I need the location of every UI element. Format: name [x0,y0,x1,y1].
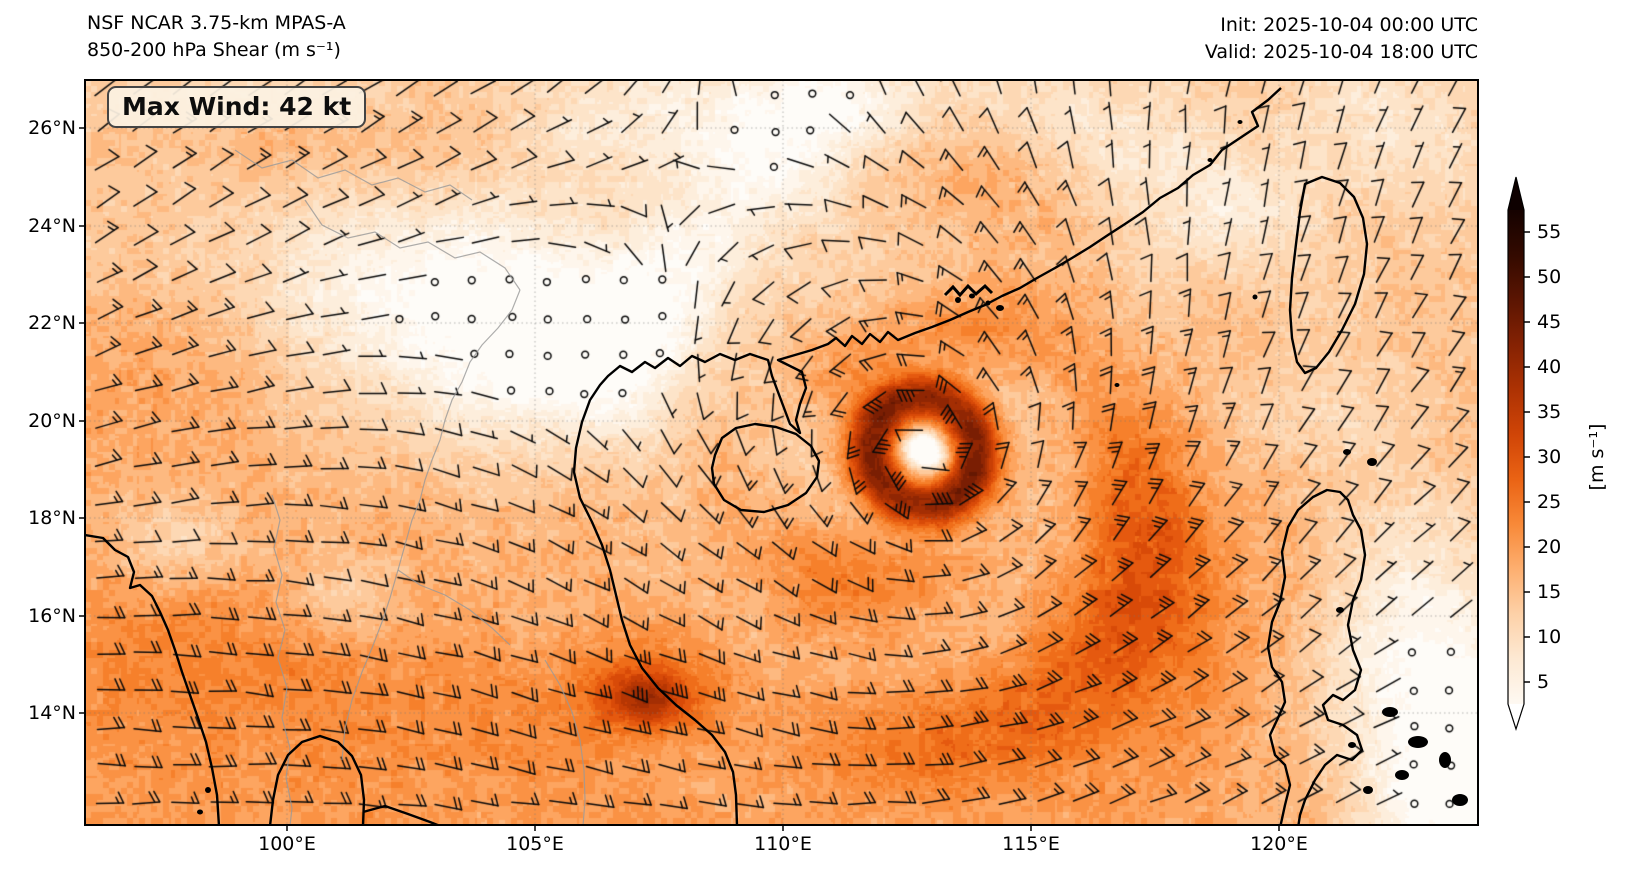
colorbar-tick-label: 25 [1537,491,1562,513]
colorbar-tick-label: 35 [1537,401,1562,423]
colorbar-tick-label: 45 [1537,311,1562,333]
lat-tick-label: 20°N [28,410,76,432]
lat-tick-label: 14°N [28,702,76,724]
lat-tick-label: 26°N [28,117,76,139]
init-time-label: Init: 2025-10-04 00:00 UTC [1220,14,1478,36]
lon-tick-label: 110°E [754,833,812,855]
colorbar-gradient [1508,210,1524,704]
colorbar-tick-label: 50 [1537,266,1562,288]
max-wind-badge: Max Wind: 42 kt [107,86,367,128]
colorbar-unit-label: [m s⁻¹] [1586,423,1608,491]
lon-tick-label: 120°E [1250,833,1308,855]
colorbar-outline [1507,176,1525,731]
lat-tick-label: 18°N [28,507,76,529]
colorbar-tick-label: 40 [1537,356,1562,378]
colorbar-tick-label: 5 [1537,671,1550,693]
lon-tick-label: 115°E [1002,833,1060,855]
colorbar-tick-label: 15 [1537,581,1562,603]
run-time-info: Init: 2025-10-04 00:00 UTC Valid: 2025-1… [1205,12,1478,66]
colorbar-tick-label: 30 [1537,446,1562,468]
lat-tick-label: 24°N [28,215,76,237]
colorbar-tick-label: 55 [1537,221,1562,243]
lat-tick-label: 16°N [28,605,76,627]
title-line-1: NSF NCAR 3.75-km MPAS-A [87,12,346,34]
title-line-2: 850-200 hPa Shear (m s⁻¹) [87,39,341,61]
lon-tick-label: 105°E [506,833,564,855]
colorbar [1507,176,1530,731]
colorbar-extend-max [1508,177,1524,210]
colorbar-extend-min [1508,704,1524,729]
lat-tick-label: 22°N [28,312,76,334]
shear-field-canvas [85,80,1478,825]
valid-time-label: Valid: 2025-10-04 18:00 UTC [1204,41,1478,63]
figure-title: NSF NCAR 3.75-km MPAS-A 850-200 hPa Shea… [87,10,346,64]
lon-tick-label: 100°E [258,833,316,855]
colorbar-tick-label: 20 [1537,536,1562,558]
colorbar-tick-label: 10 [1537,626,1562,648]
